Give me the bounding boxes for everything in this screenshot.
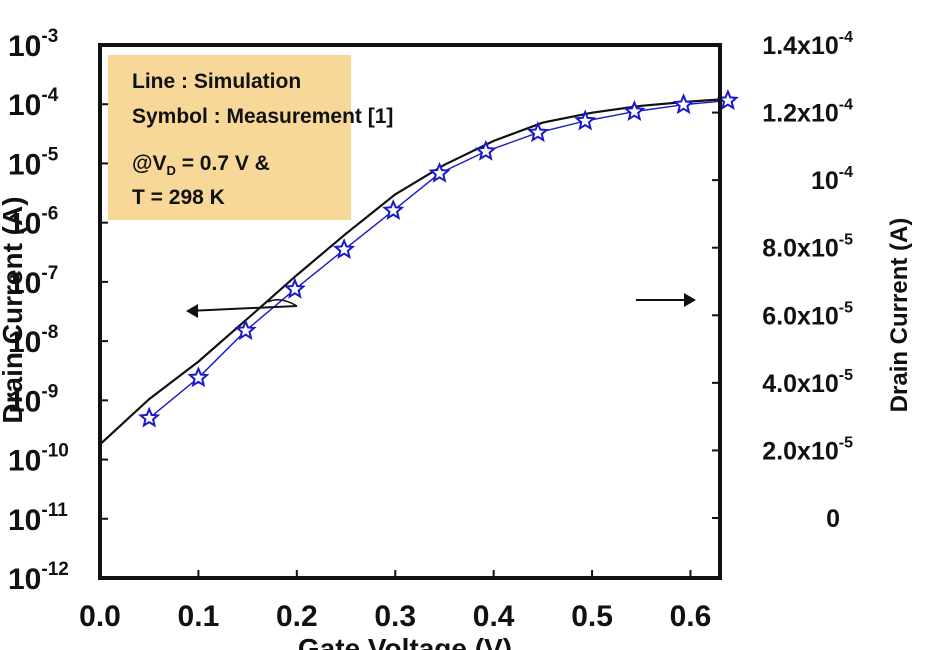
measurement-point	[428, 161, 451, 183]
measurement-point	[283, 277, 306, 299]
x-axis-label: Gate Voltage (V)	[298, 633, 512, 650]
y-right-tick-label: 2.0x10-5	[762, 434, 853, 465]
y-left-tick-label: 10-8	[8, 322, 58, 359]
left-axis-arrow	[187, 305, 298, 312]
series	[99, 88, 739, 446]
y-axis-right-label: Drain Current (A)	[886, 218, 913, 413]
x-tick-label: 0.4	[473, 600, 515, 633]
right-axis-arrow-head	[684, 293, 696, 307]
legend-condition-voltage: @VD = 0.7 V &	[132, 152, 270, 178]
y-right-tick-label: 0	[826, 505, 840, 533]
legend-box	[108, 55, 351, 220]
y-right-tick-label: 6.0x10-5	[762, 299, 853, 330]
x-tick-label: 0.6	[670, 600, 712, 633]
y-left-tick-label: 10-6	[8, 204, 58, 241]
annotations	[186, 293, 696, 318]
measurement-point	[234, 319, 257, 341]
y-right-tick-label: 1.4x10-4	[762, 29, 853, 60]
x-tick-label: 0.5	[571, 600, 613, 633]
plot-frame	[98, 43, 722, 580]
x-tick-label: 0.1	[178, 600, 220, 633]
y-left-tick-label: 10-3	[8, 26, 58, 63]
y-right-tick-label: 10-4	[811, 164, 853, 195]
y-left-tick-label: 10-5	[8, 144, 59, 181]
y-right-tick-label: 4.0x10-5	[762, 367, 853, 398]
left-axis-arrow-curl	[267, 299, 298, 307]
legend: Line : Simulation Symbol : Measurement […	[132, 70, 393, 209]
left-axis-arrow-head	[186, 304, 198, 318]
y-left-tick-label: 10-4	[8, 85, 59, 122]
measurement-point	[382, 199, 405, 221]
legend-line-measurement: Symbol : Measurement [1]	[132, 105, 393, 128]
measurement-point	[526, 121, 549, 143]
measurement-point	[333, 238, 356, 260]
tick-labels: 10-3 10-4 10-5 10-6 10-7 10-8 10-9 10-10 10-11 10…	[8, 26, 853, 633]
y-right-tick-label: 8.0x10-5	[762, 232, 853, 263]
legend-line-simulation: Line : Simulation	[132, 70, 301, 93]
measurement-point	[574, 109, 597, 131]
y-axis-left-label: Drain Current (A)	[0, 196, 28, 423]
measurement-point	[672, 93, 695, 115]
y-left-tick-label: 10-9	[8, 381, 58, 418]
measurement-point	[623, 100, 646, 122]
y-left-tick-label: 10-10	[8, 441, 69, 478]
axes-frame	[98, 43, 722, 580]
measurement-point	[474, 139, 497, 161]
y-left-tick-label: 10-11	[8, 500, 68, 537]
x-tick-label: 0.3	[374, 600, 416, 633]
y-left-tick-label: 10-12	[8, 559, 69, 596]
y-right-tick-label: 1.2x10-4	[762, 97, 853, 128]
y-left-tick-label: 10-7	[8, 263, 58, 300]
measurement-point	[138, 406, 161, 428]
legend-condition-temperature: T = 298 K	[132, 186, 225, 209]
measurement-point	[187, 366, 210, 388]
x-tick-label: 0.2	[276, 600, 318, 633]
x-tick-label: 0.0	[79, 600, 121, 633]
